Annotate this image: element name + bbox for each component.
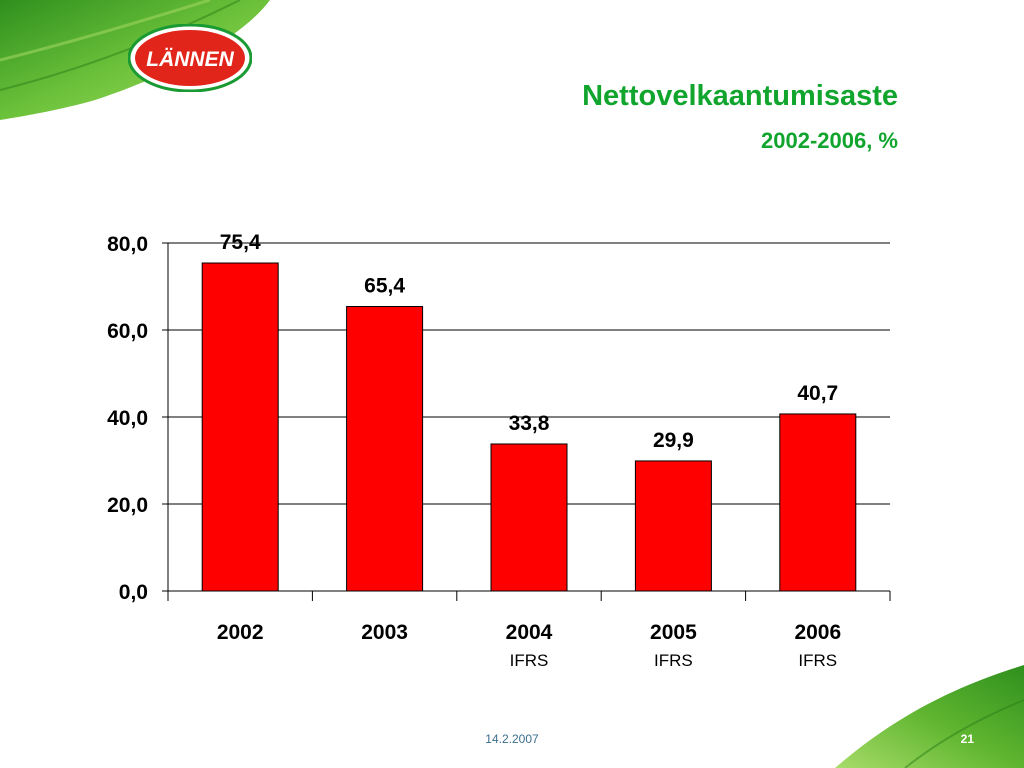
x-tick-sublabel: IFRS xyxy=(798,651,837,670)
slide-number: 21 xyxy=(960,732,974,746)
y-tick-label: 80,0 xyxy=(107,233,148,256)
bar xyxy=(634,460,712,592)
x-tick-sublabel: IFRS xyxy=(510,651,549,670)
footer-date: 14.2.2007 xyxy=(485,732,539,746)
x-tick-sublabel: IFRS xyxy=(654,651,693,670)
x-tick-label: 2005 xyxy=(650,621,697,644)
top-left-leaf-stripe xyxy=(0,0,211,62)
page-subtitle: 2002-2006, % xyxy=(761,128,898,153)
data-label: 65,4 xyxy=(364,275,405,298)
data-label: 33,8 xyxy=(509,412,550,435)
x-tick-label: 2002 xyxy=(217,621,264,644)
top-left-leaf-stripe xyxy=(0,0,241,91)
y-tick-label: 40,0 xyxy=(107,407,148,430)
bar xyxy=(346,306,424,592)
data-label: 29,9 xyxy=(653,429,694,452)
y-tick-label: 20,0 xyxy=(107,494,148,517)
bottom-right-leaf xyxy=(835,665,1024,768)
x-tick-label: 2003 xyxy=(361,621,408,644)
bar xyxy=(201,262,279,592)
data-label: 75,4 xyxy=(220,231,261,254)
bottom-right-leaf-stripe xyxy=(904,699,1024,768)
bar xyxy=(779,413,857,592)
x-tick-label: 2006 xyxy=(794,621,841,644)
data-label: 40,7 xyxy=(797,382,838,405)
y-tick-label: 60,0 xyxy=(107,320,148,343)
svg-text:LÄNNEN: LÄNNEN xyxy=(146,48,234,71)
y-tick-label: 0,0 xyxy=(119,581,148,604)
x-tick-label: 2004 xyxy=(506,621,553,644)
lannen-logo: LÄNNEN xyxy=(128,24,252,92)
bar xyxy=(490,443,568,592)
page-title: Nettovelkaantumisaste xyxy=(582,80,898,112)
